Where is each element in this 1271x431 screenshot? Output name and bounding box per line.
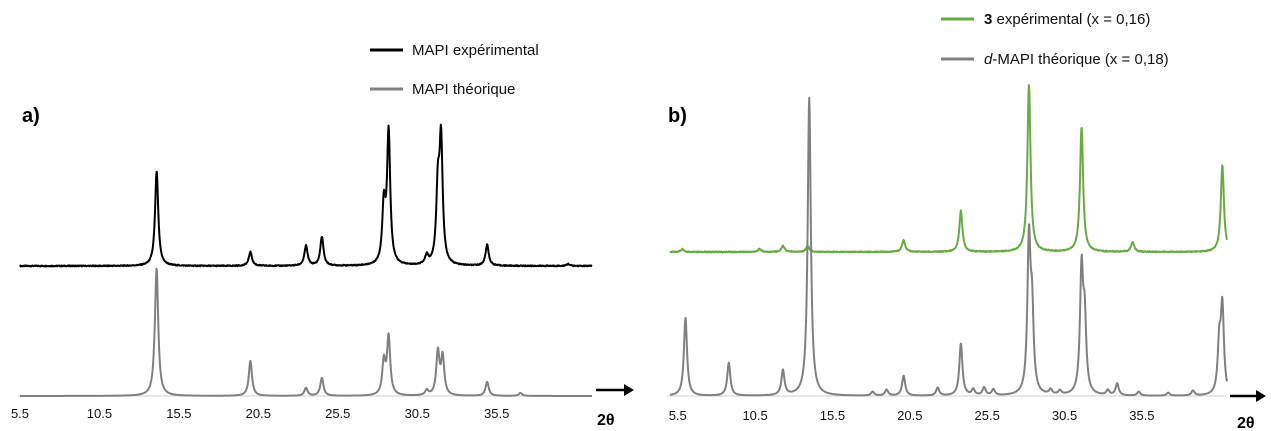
x-tick-label: 10.5 bbox=[87, 406, 112, 421]
x-tick-label: 5.5 bbox=[11, 406, 29, 421]
x-tick-label: 20.5 bbox=[246, 406, 271, 421]
x-tick-label: 35.5 bbox=[1129, 408, 1154, 423]
legend-label-exp-b: 3 expérimental (x = 0,16) bbox=[984, 11, 1150, 28]
panel-b-series bbox=[669, 84, 1228, 397]
panel-a: a) MAPI expérimental MAPI théorique 2θ 5… bbox=[11, 42, 634, 429]
panel-a-label: a) bbox=[22, 105, 40, 127]
x-tick-label: 25.5 bbox=[975, 408, 1000, 423]
panel-a-series bbox=[19, 123, 593, 397]
series-line-a-0 bbox=[19, 123, 593, 268]
panel-a-xlabel: 2θ bbox=[597, 412, 615, 429]
legend-label-exp-a: MAPI expérimental bbox=[412, 42, 539, 59]
panel-b: b) 3 expérimental (x = 0,16) d-MAPI théo… bbox=[667, 11, 1266, 431]
panel-b-x-ticks: 5.5 10.5 15.5 20.5 25.5 30.5 35.5 bbox=[669, 408, 1155, 423]
x-tick-label: 30.5 bbox=[405, 406, 430, 421]
legend-label-theo-b: d-MAPI théorique (x = 0,18) bbox=[984, 51, 1169, 68]
x-tick-label: 35.5 bbox=[484, 406, 509, 421]
series-line-b-0 bbox=[669, 84, 1228, 254]
panel-b-label: b) bbox=[668, 105, 687, 127]
x-tick-label: 25.5 bbox=[325, 406, 350, 421]
panel-b-xlabel: 2θ bbox=[1237, 415, 1255, 431]
x-tick-label: 20.5 bbox=[897, 408, 922, 423]
x-tick-label: 15.5 bbox=[820, 408, 845, 423]
panel-a-axis-arrow: 2θ bbox=[596, 384, 634, 429]
series-line-b-1 bbox=[669, 96, 1228, 397]
series-line-a-1 bbox=[19, 267, 593, 397]
x-tick-label: 15.5 bbox=[166, 406, 191, 421]
panel-b-legend: 3 expérimental (x = 0,16) d-MAPI théoriq… bbox=[941, 11, 1169, 68]
panel-b-axis-arrow: 2θ bbox=[1230, 390, 1266, 431]
legend-exp-b-rest: expérimental (x = 0,16) bbox=[992, 11, 1150, 28]
x-tick-label: 10.5 bbox=[742, 408, 767, 423]
legend-theo-b-italic-prefix: d bbox=[984, 51, 993, 68]
legend-label-theo-a: MAPI théorique bbox=[412, 81, 515, 98]
panel-a-legend: MAPI expérimental MAPI théorique bbox=[370, 42, 539, 98]
x-tick-label: 30.5 bbox=[1052, 408, 1077, 423]
arrow-head-b bbox=[1256, 390, 1266, 402]
legend-theo-b-rest: -MAPI théorique (x = 0,18) bbox=[992, 51, 1168, 68]
legend-exp-b-bold-prefix: 3 bbox=[984, 11, 992, 28]
x-tick-label: 5.5 bbox=[669, 408, 687, 423]
arrow-head-a bbox=[624, 384, 634, 396]
panel-a-x-ticks: 5.5 10.5 15.5 20.5 25.5 30.5 35.5 bbox=[11, 406, 509, 421]
